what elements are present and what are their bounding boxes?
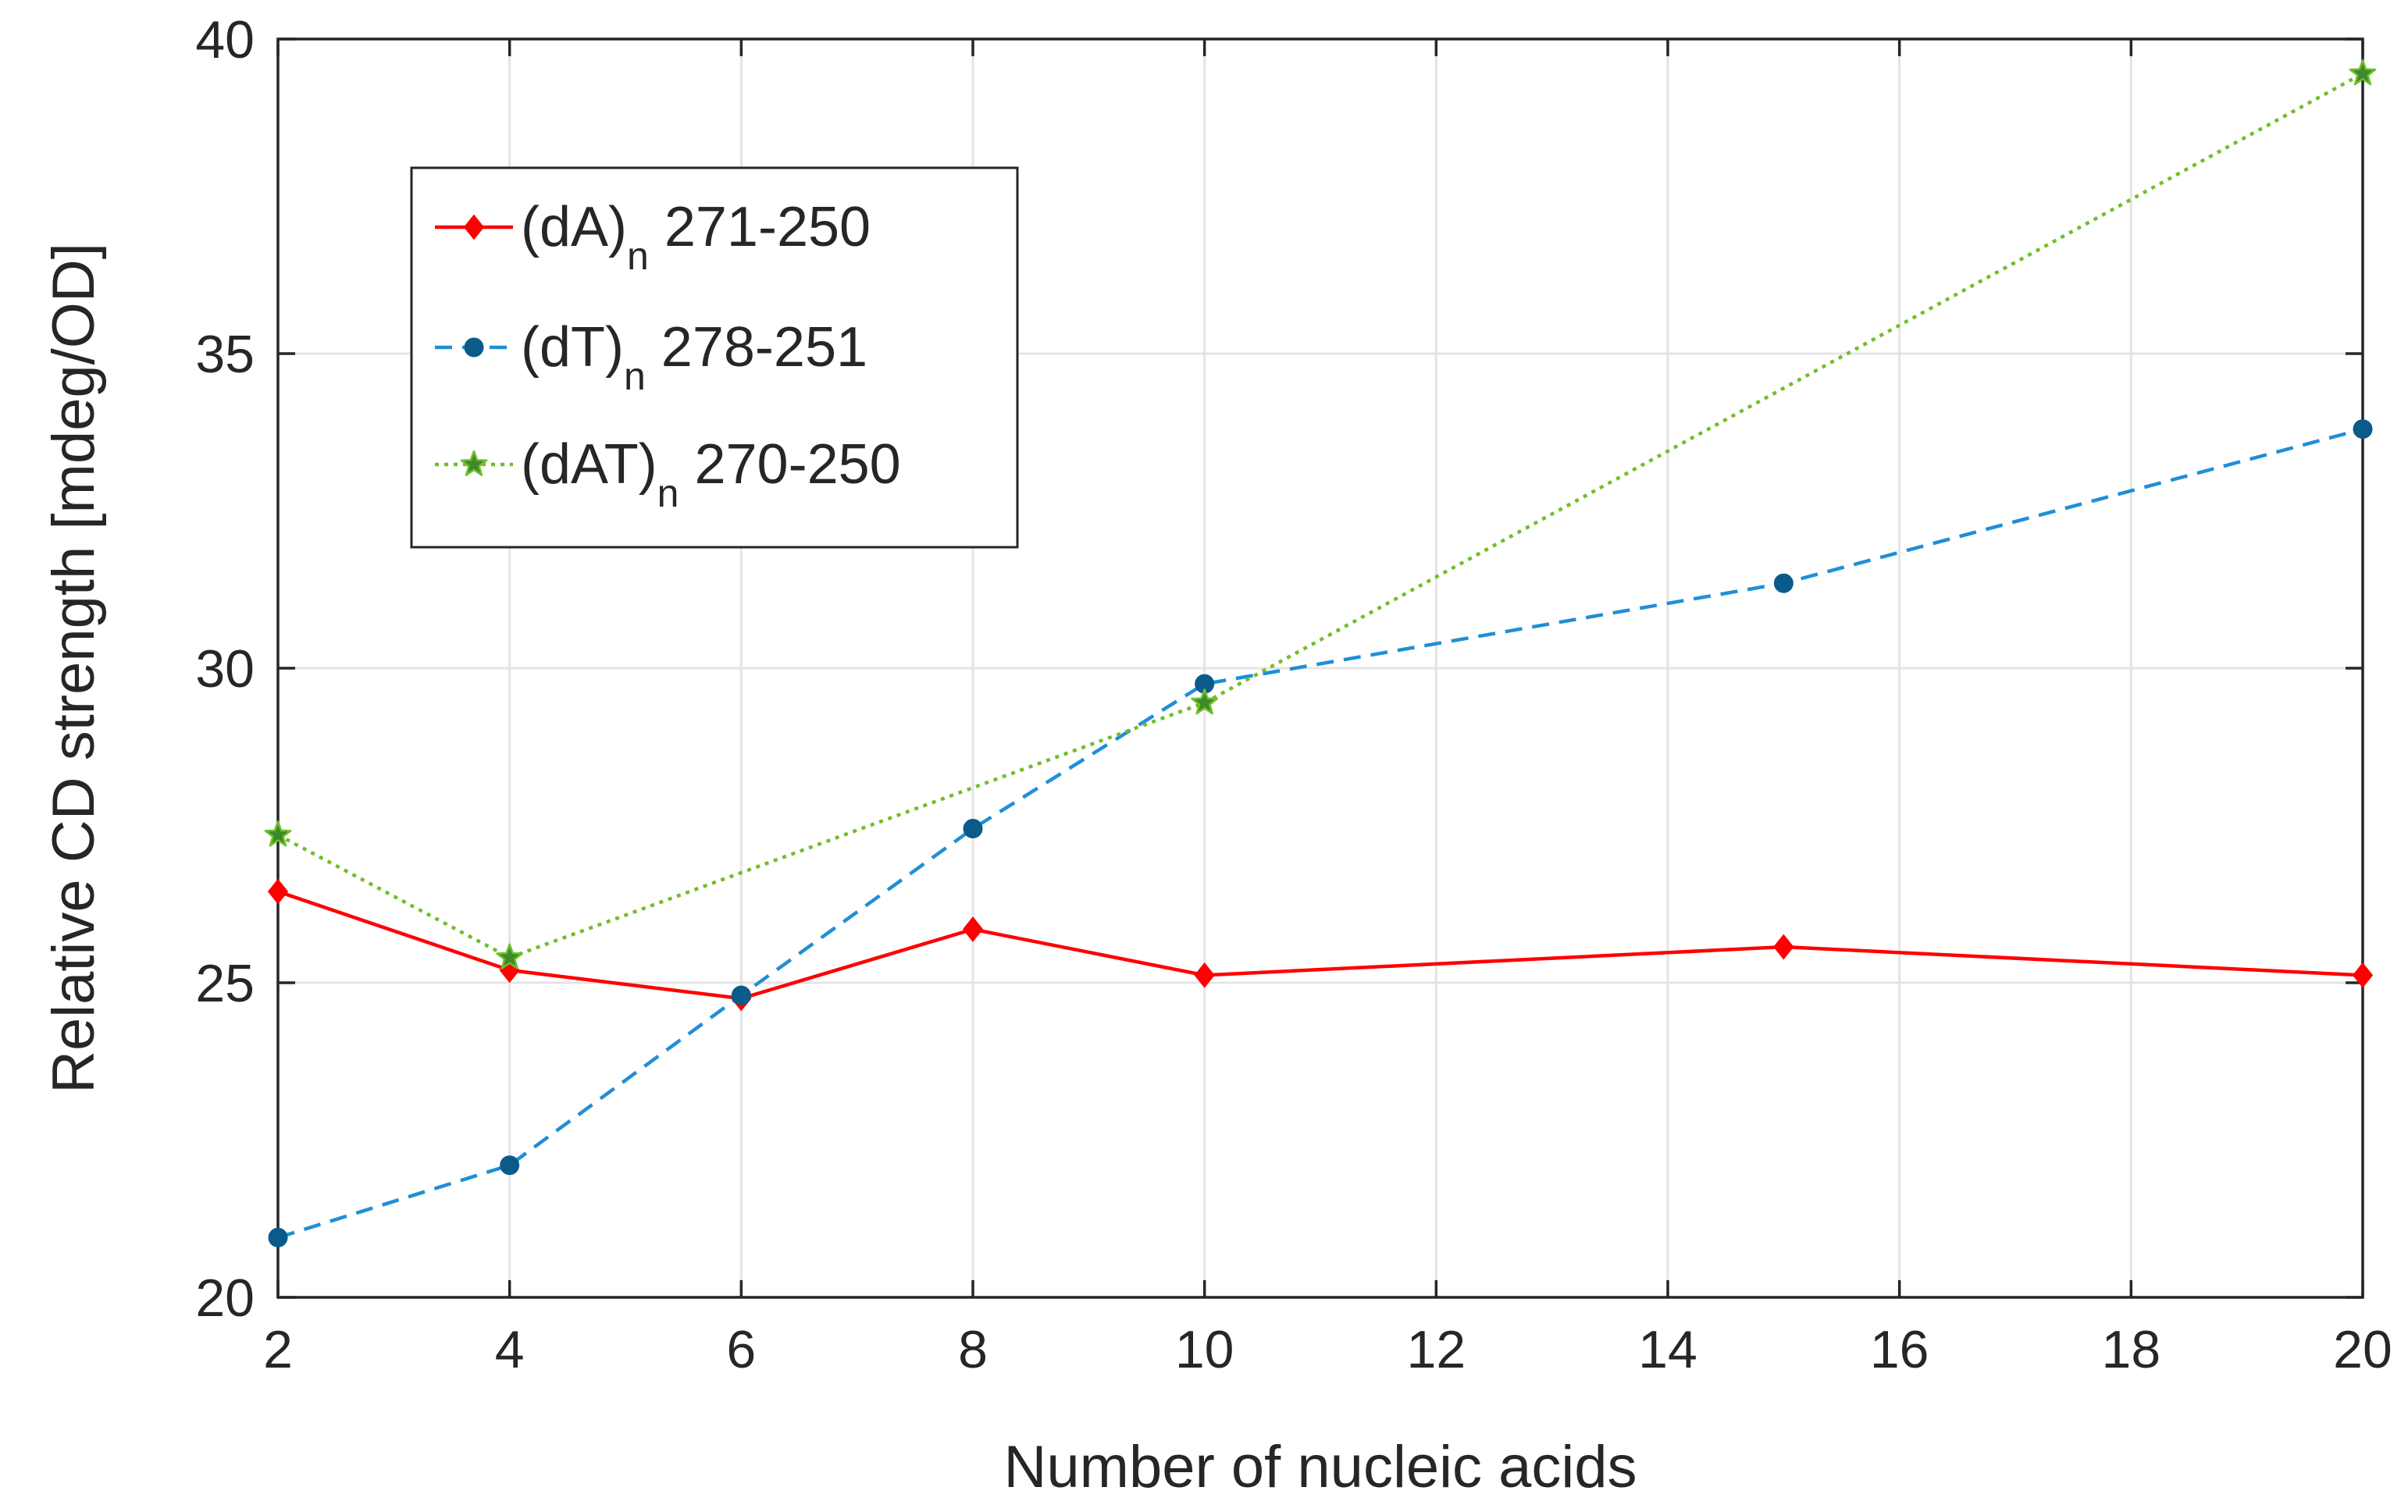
- data-point: [1191, 688, 1219, 715]
- legend-label-main: (dA): [521, 196, 627, 258]
- y-tick-label: 25: [195, 954, 255, 1013]
- data-point: [963, 819, 983, 839]
- legend-label-subscript: n: [657, 471, 679, 515]
- data-point: [2352, 962, 2374, 988]
- x-tick-label: 6: [726, 1320, 756, 1379]
- series-layer: [264, 59, 2377, 1247]
- legend-item-0: (dA)n 271-250: [435, 196, 871, 278]
- y-tick-label: 30: [195, 639, 255, 699]
- data-point: [2353, 419, 2373, 439]
- y-tick-label: 20: [195, 1268, 255, 1328]
- data-point: [267, 878, 289, 905]
- legend: (dA)n 271-250(dT)n 278-251(dAT)n 270-250: [410, 166, 1019, 549]
- x-tick-label: 4: [495, 1320, 525, 1379]
- data-point: [962, 916, 984, 942]
- data-point: [496, 943, 524, 969]
- legend-label-subscript: n: [624, 354, 646, 398]
- x-tick-label: 2: [263, 1320, 293, 1379]
- data-point: [2349, 59, 2377, 86]
- y-axis-title: Relative CD strength [mdeg/OD]: [41, 243, 107, 1094]
- data-point: [268, 1227, 288, 1247]
- legend-label-subscript: n: [627, 234, 649, 278]
- data-point: [1194, 962, 1215, 988]
- data-point: [1773, 573, 1794, 593]
- legend-item-2: (dAT)n 270-250: [435, 433, 901, 515]
- legend-item-1: (dT)n 278-251: [435, 316, 867, 398]
- legend-label-rest: 270-250: [679, 433, 900, 496]
- axes: [276, 37, 2364, 1299]
- legend-marker: [463, 214, 485, 240]
- series-line: [276, 72, 2364, 960]
- legend-marker: [464, 337, 484, 358]
- legend-box: [410, 166, 1019, 549]
- data-point: [500, 1155, 520, 1176]
- data-point: [1773, 934, 1794, 960]
- x-tick-label: 10: [1175, 1320, 1234, 1379]
- x-tick-label: 18: [2102, 1320, 2161, 1379]
- x-tick-label: 12: [1407, 1320, 1466, 1379]
- legend-label: (dA)n 271-250: [521, 196, 871, 278]
- legend-label: (dAT)n 270-250: [521, 433, 901, 515]
- y-tick-label: 40: [195, 10, 255, 69]
- legend-marker: [460, 450, 488, 476]
- legend-label-main: (dT): [521, 316, 624, 379]
- x-tick-label: 16: [1870, 1320, 1929, 1379]
- x-tick-label: 14: [1638, 1320, 1697, 1379]
- legend-label-rest: 271-250: [649, 196, 871, 258]
- legend-label: (dT)n 278-251: [521, 316, 867, 398]
- x-tick-label: 8: [958, 1320, 988, 1379]
- y-tick-label: 35: [195, 325, 255, 384]
- series-2: [264, 59, 2377, 969]
- legend-label-main: (dAT): [521, 433, 657, 496]
- tick-labels: 2 4 6 8 10 12 14 16 18 20 20 25 30 35 40: [195, 10, 2392, 1379]
- x-tick-label: 20: [2333, 1320, 2392, 1379]
- data-point: [264, 820, 292, 847]
- x-axis-title: Number of nucleic acids: [1003, 1434, 1637, 1500]
- legend-label-rest: 278-251: [646, 316, 867, 379]
- data-point: [731, 985, 751, 1005]
